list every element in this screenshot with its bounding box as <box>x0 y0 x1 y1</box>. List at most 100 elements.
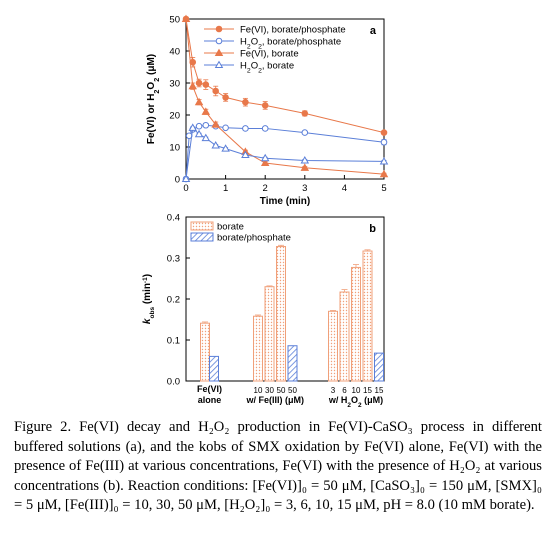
x-tick-label: 4 <box>342 183 347 194</box>
y-tick-label: 0.4 <box>167 213 180 224</box>
group-label: Fe(VI) <box>197 384 222 394</box>
data-point <box>181 174 191 183</box>
x-axis-label: Time (min) <box>260 196 310 207</box>
y-tick-label: 20 <box>169 111 180 122</box>
data-point <box>188 81 197 90</box>
data-point <box>201 107 211 115</box>
bar-tick-label: 50 <box>277 386 286 395</box>
legend-entry: borate <box>217 222 244 233</box>
bar-borate <box>328 310 338 382</box>
y-tick-label: 0.3 <box>167 254 180 265</box>
panel-a-line-chart: 0 10 20 30 40 50 0 1 2 3 4 5 Time (min) Fe(VI) or H2O… <box>146 14 389 207</box>
y-axis-label: Fe(VI) or H2O2 (μM) <box>146 54 161 144</box>
legend-marker <box>215 37 223 45</box>
series-line <box>185 124 385 180</box>
x-tick-label: 1 <box>223 183 228 194</box>
bar-tick-label: 15 <box>363 386 372 395</box>
y-tick-label: 0.0 <box>167 377 180 388</box>
data-point <box>242 98 249 106</box>
series-3 <box>181 123 389 183</box>
bar-tick-label: 6 <box>342 386 347 395</box>
data-point <box>188 123 197 131</box>
x-tick-label: 2 <box>263 183 268 194</box>
data-point <box>195 122 203 130</box>
legend-entry: H2O2, borate <box>240 61 294 75</box>
series-2 <box>181 14 389 178</box>
bar-borate <box>351 266 361 382</box>
group-label: alone <box>198 395 222 405</box>
data-point <box>241 150 250 159</box>
series-1 <box>182 121 388 183</box>
y-tick-label: 0.1 <box>167 336 180 347</box>
legend-marker <box>214 48 224 57</box>
legend-entry: Fe(VI), borate <box>240 49 299 60</box>
legend-marker <box>215 25 223 33</box>
bar-tick-label: 15 <box>375 386 384 395</box>
data-point <box>212 87 219 95</box>
y-tick-label: 50 <box>169 15 180 26</box>
data-point <box>260 158 270 167</box>
x-tick-label: 3 <box>302 183 307 194</box>
y-axis-label: kobs (min-1) <box>142 274 156 324</box>
x-tick-label: 0 <box>183 183 188 194</box>
bar-borate <box>253 315 263 382</box>
data-point <box>300 156 310 164</box>
bar-tick-label: 10 <box>254 386 263 395</box>
bar-group-2: 3 6 10 15 15w/ H2O2 (μM) <box>328 249 384 409</box>
data-point <box>300 163 310 171</box>
bar-group-0: Fe(VI)alone <box>197 321 222 405</box>
y-tick-label: 40 <box>169 47 180 58</box>
bar-tick-label: 3 <box>331 386 336 395</box>
y-tick-label: 0.2 <box>167 295 180 306</box>
bar-borate <box>276 246 286 382</box>
bar-borate <box>362 250 373 382</box>
bar-borate-phosphate <box>374 352 384 382</box>
bar-tick-label: 30 <box>265 386 274 395</box>
data-point <box>379 169 389 178</box>
figure-caption: Figure 2. Fe(VI) decay and H₂O₂ producti… <box>14 419 542 514</box>
data-point <box>380 129 388 136</box>
bar-borate-phosphate <box>209 355 219 382</box>
legend-entry: Fe(VI), borate/phosphate <box>240 25 346 36</box>
data-point <box>222 124 229 132</box>
group-label: w/ H2O2 (μM) <box>328 395 383 409</box>
y-tick-label: 0 <box>175 175 180 186</box>
data-point <box>202 81 210 88</box>
panel-label-a: a <box>370 25 377 37</box>
bar-borate <box>339 291 350 382</box>
data-point <box>221 144 230 152</box>
data-point <box>260 153 270 162</box>
data-point <box>242 125 249 132</box>
panel-label-b: b <box>369 223 376 235</box>
bar-borate <box>264 286 275 382</box>
figure-charts: 0 10 20 30 40 50 0 1 2 3 4 5 Time (min) Fe(VI) or H2O… <box>142 14 389 409</box>
plot-frame <box>185 18 385 180</box>
data-point <box>202 121 210 129</box>
data-point <box>195 79 203 87</box>
group-label: w/ Fe(III) (μM) <box>246 395 305 405</box>
data-point <box>301 110 309 117</box>
data-point <box>211 120 220 128</box>
legend-marker <box>214 60 224 69</box>
data-point <box>194 97 204 106</box>
data-point <box>181 14 191 23</box>
bar-group-1: 10 30 50 50w/ Fe(III) (μM) <box>246 244 305 405</box>
bar-borate <box>200 322 210 382</box>
data-point <box>379 156 389 165</box>
bar-borate-phosphate <box>287 345 298 382</box>
bar-tick-label: 10 <box>352 386 361 395</box>
data-point <box>261 102 269 109</box>
series-line <box>185 18 385 134</box>
y-tick-label: 30 <box>169 79 180 90</box>
legend-swatch <box>190 232 214 242</box>
data-point <box>261 125 269 132</box>
y-tick-label: 10 <box>169 143 180 154</box>
legend-entry: H2O2, borate/phosphate <box>240 37 341 51</box>
data-point <box>222 94 229 101</box>
bar-tick-label: 50 <box>288 386 297 395</box>
data-point <box>194 129 204 138</box>
legend-entry: borate/phosphate <box>217 233 291 244</box>
x-tick-label: 5 <box>381 183 386 194</box>
